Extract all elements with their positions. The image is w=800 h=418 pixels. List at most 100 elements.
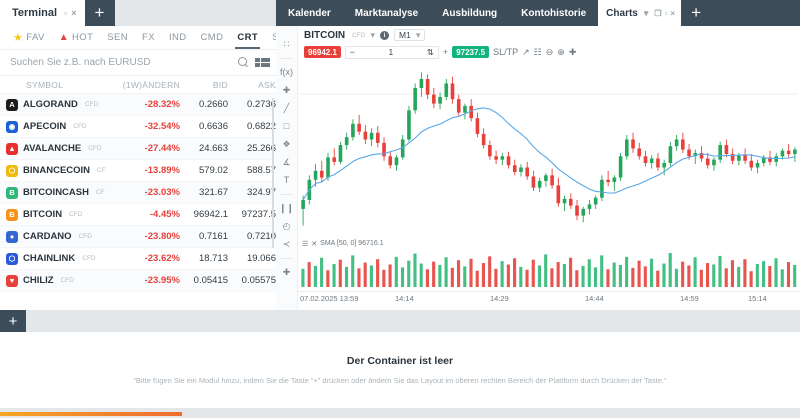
symbol-row[interactable]: B BITCOIN CFD -4.45% 96942.1 97237.5 — [0, 204, 276, 226]
rectangle-icon[interactable]: □ — [283, 121, 290, 131]
restore-icon[interactable]: ▫ — [664, 8, 668, 18]
symbol-bid[interactable]: 96942.1 — [193, 209, 228, 220]
text-icon[interactable]: T — [283, 175, 290, 185]
symbol-ask[interactable]: 19.066 — [246, 253, 276, 264]
sltp-button[interactable]: SL/TP — [493, 47, 519, 57]
symbol-bid[interactable]: 321.67 — [198, 187, 228, 198]
close-icon[interactable]: × — [670, 8, 676, 18]
line-tool-icon[interactable]: ↗ — [522, 46, 530, 57]
swap-units-icon[interactable]: ⇅ — [426, 46, 434, 57]
category-tab-cmd[interactable]: CMD — [194, 26, 231, 50]
column-header-ask[interactable]: ASK — [258, 79, 276, 90]
increase-quantity-button[interactable]: + — [442, 47, 449, 57]
buy-price-button[interactable]: 97237.5 — [452, 46, 490, 58]
measure-icon[interactable]: ∡ — [282, 157, 291, 167]
symbol-row[interactable]: ● CARDANO CFD -23.80% 0.7161 0.7210 — [0, 226, 276, 248]
symbol-row[interactable]: ◉ APECOIN CFD -32.54% 0.6636 0.6822 — [0, 116, 276, 138]
timeframe-selector[interactable]: M1 ▾ — [394, 29, 426, 41]
symbol-bid[interactable]: 0.05415 — [193, 275, 228, 286]
symbol-list-scrollbar[interactable] — [271, 98, 274, 248]
pencil-icon[interactable]: ╱ — [283, 103, 290, 113]
symbol-ask[interactable]: 97237.5 — [241, 209, 276, 220]
charts-tabbar: Kalender Marktanalyse Ausbildung Kontohisto… — [276, 0, 800, 26]
symbol-ask[interactable]: 324.97 — [246, 187, 276, 198]
add-charts-tab-button[interactable]: + — [681, 0, 712, 26]
price-plot[interactable] — [300, 60, 798, 238]
shapes-icon[interactable]: ❖ — [282, 139, 291, 149]
symbol-bid[interactable]: 0.2660 — [198, 99, 228, 110]
flame-icon: ▲ — [58, 31, 70, 43]
zoom-in-icon[interactable]: ⊕ — [557, 46, 565, 57]
quantity-stepper[interactable]: − 1 ⇅ — [344, 45, 439, 59]
layout-grid-icon[interactable] — [254, 57, 270, 68]
symbol-ask[interactable]: 0.6822 — [246, 121, 276, 132]
category-tab-fav[interactable]: ★ FAV — [6, 26, 52, 50]
symbol-ask[interactable]: 0.7210 — [246, 231, 276, 242]
quantity-value[interactable]: 1 — [388, 47, 394, 57]
candles-icon[interactable]: ❙❙ — [278, 203, 295, 213]
move-icon[interactable]: ✚ — [568, 46, 577, 57]
symbol-ask[interactable]: 25.266 — [246, 143, 276, 154]
grid-icon[interactable]: ∷ — [283, 39, 290, 49]
tab-chevron-down-icon[interactable]: ▾ — [643, 7, 649, 18]
add-module-button[interactable]: + — [0, 310, 26, 332]
tab-charts[interactable]: Charts ▾ ❐ ▫ × — [598, 0, 682, 26]
symbol-row[interactable]: A ALGORAND CFD -28.32% 0.2660 0.2736 — [0, 94, 276, 116]
close-icon[interactable]: × — [71, 8, 77, 18]
volume-plot[interactable] — [300, 249, 798, 291]
clock-icon[interactable]: ◴ — [282, 221, 291, 231]
search-icon[interactable] — [237, 57, 249, 68]
category-tab-crt[interactable]: CRT — [230, 26, 265, 50]
restore-icon[interactable]: ▫ — [64, 8, 68, 18]
detach-icon[interactable]: ❐ — [654, 8, 662, 18]
symbol-bid[interactable]: 579.02 — [198, 165, 228, 176]
symbol-bid[interactable]: 0.6636 — [198, 121, 228, 132]
indicator-remove-icon[interactable]: ✕ — [311, 240, 318, 248]
charts-panel: Kalender Marktanalyse Ausbildung Kontohisto… — [276, 0, 800, 310]
indicator-visibility-icon[interactable]: ☰ — [302, 240, 309, 248]
search-input[interactable] — [10, 57, 232, 68]
time-axis[interactable]: 07.02.2025 13:59 14:14 14:29 14:44 14:59 15:1… — [298, 291, 800, 305]
symbol-kind: CFD — [88, 145, 102, 152]
symbol-ask[interactable]: 0.2736 — [246, 99, 276, 110]
sell-price-button[interactable]: 96942.1 — [304, 46, 341, 58]
symbol-ask[interactable]: 0.05575 — [241, 275, 276, 286]
symbol-kind: CFD — [84, 101, 99, 108]
symbol-row[interactable]: ⬡ BINANCECOIN CF -13.89% 579.02 588.57 — [0, 160, 276, 182]
symbol-cell: ⬡ BINANCECOIN CF — [0, 164, 118, 177]
symbol-row[interactable]: ⬡ CHAINLINK CFD -23.62% 18.713 19.066 — [0, 248, 276, 270]
crosshair-icon[interactable]: ✚ — [282, 85, 291, 95]
decrease-quantity-button[interactable]: − — [349, 47, 355, 57]
category-tab-sen[interactable]: SEN — [100, 26, 135, 50]
symbol-bid[interactable]: 18.713 — [198, 253, 228, 264]
column-header-change[interactable]: (1W)ÄNDERN — [122, 79, 180, 90]
symbol-row[interactable]: ▲ AVALANCHE CFD -27.44% 24.663 25.266 — [0, 138, 276, 160]
tab-kalender[interactable]: Kalender — [276, 0, 343, 26]
tab-ausbildung[interactable]: Ausbildung — [430, 0, 509, 26]
add-terminal-tab-button[interactable]: + — [84, 0, 115, 26]
column-header-symbol[interactable]: SYMBOL — [26, 79, 64, 90]
chart-symbol-label[interactable]: BITCOIN — [304, 29, 346, 41]
symbol-bid[interactable]: 24.663 — [198, 143, 228, 154]
category-tab-hot[interactable]: ▲ HOT — [52, 26, 101, 50]
add-indicator-icon[interactable]: ✚ — [282, 267, 291, 277]
symbol-table-header: SYMBOL (1W)ÄNDERN BID ASK — [0, 76, 276, 94]
category-tab-ind[interactable]: IND — [162, 26, 194, 50]
tab-terminal[interactable]: Terminal ▫ × — [0, 0, 85, 26]
zoom-out-icon[interactable]: ⊖ — [545, 46, 554, 57]
candle-type-icon[interactable]: ☷ — [533, 46, 542, 57]
share-icon[interactable]: ≺ — [282, 239, 291, 249]
symbol-chevron-down-icon[interactable]: ▾ — [370, 29, 375, 40]
tab-marktanalyse[interactable]: Marktanalyse — [343, 0, 430, 26]
symbol-name: CARDANO — [23, 231, 72, 242]
column-header-bid[interactable]: BID — [212, 79, 228, 90]
symbol-bid[interactable]: 0.7161 — [198, 231, 228, 242]
f-of-x-icon[interactable]: f(x) — [280, 67, 293, 77]
symbol-row[interactable]: ♥ CHILIZ CFD -23.95% 0.05415 0.05575 — [0, 270, 276, 292]
coin-icon: ♥ — [6, 274, 18, 287]
category-tab-fx[interactable]: FX — [135, 26, 162, 50]
tab-kontohistorie[interactable]: Kontohistorie — [509, 0, 598, 26]
symbol-ask[interactable]: 588.57 — [246, 165, 276, 176]
symbol-row[interactable]: B BITCOINCASH CF -23.03% 321.67 324.97 — [0, 182, 276, 204]
info-icon[interactable]: i — [380, 30, 389, 40]
